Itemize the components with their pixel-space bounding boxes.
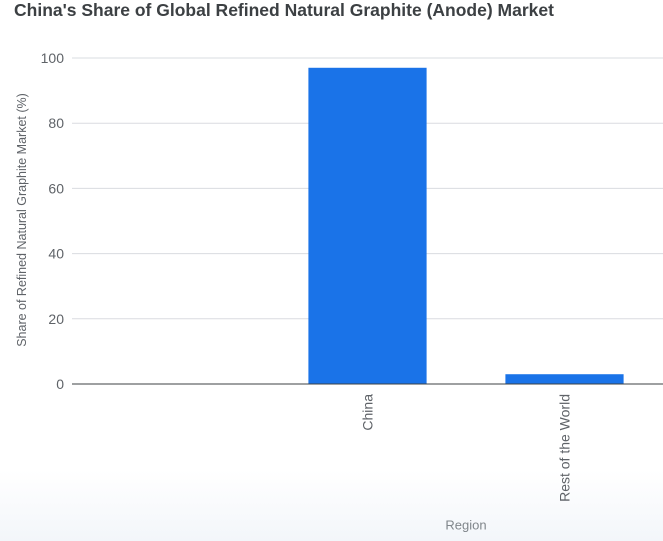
- y-axis-ticks: 0 20 40 60 80 100: [41, 50, 65, 392]
- x-axis-label: Region: [445, 517, 487, 533]
- y-tick-label: 60: [48, 180, 64, 196]
- y-tick-label: 0: [56, 376, 64, 392]
- bars: [308, 67, 624, 384]
- x-tick-label: China: [360, 394, 376, 431]
- bar-rest-of-the-world[interactable]: [505, 374, 624, 384]
- bar-china[interactable]: [308, 67, 427, 384]
- x-tick-label: Rest of the World: [557, 394, 573, 502]
- y-axis-label: Share of Refined Natural Graphite Market…: [15, 93, 29, 347]
- y-tick-label: 40: [48, 246, 64, 262]
- y-tick-label: 100: [41, 50, 65, 66]
- y-tick-label: 80: [48, 115, 64, 131]
- x-axis-ticks: China Rest of the World: [360, 394, 573, 502]
- y-tick-label: 20: [48, 311, 64, 327]
- chart-title: China's Share of Global Refined Natural …: [14, 0, 554, 20]
